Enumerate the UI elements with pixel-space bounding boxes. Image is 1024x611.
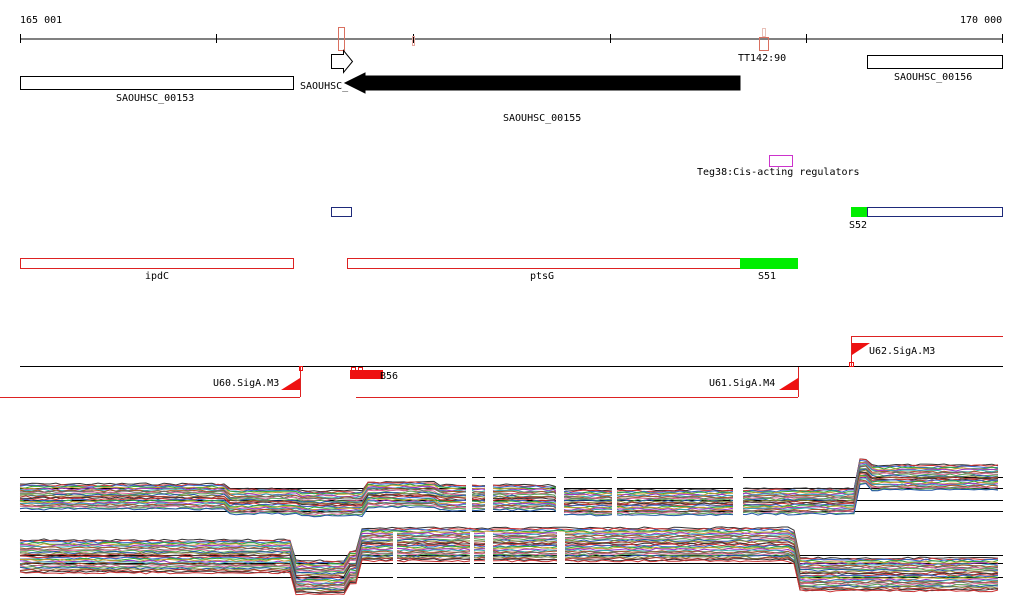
coordinate-ruler: 165 001 170 000 — [20, 15, 1003, 43]
expression-line — [19, 482, 999, 517]
expression-line — [19, 458, 999, 493]
expression-line — [19, 539, 999, 577]
data-gap — [466, 470, 472, 520]
s52-label: S52 — [849, 220, 867, 231]
data-gap — [556, 470, 564, 520]
data-gap — [485, 470, 493, 520]
promoter-u62[interactable]: U62.SigA.M3 — [849, 343, 936, 367]
expression-line — [19, 559, 999, 596]
expression-line — [19, 475, 999, 511]
data-gap — [470, 532, 474, 588]
expression-line — [20, 532, 999, 569]
expression-line — [19, 530, 999, 568]
expression-line — [19, 534, 999, 571]
expression-line — [19, 482, 999, 518]
expression-line — [19, 550, 999, 587]
gene-saouhsc-00156[interactable]: SAOUHSC_00156 — [867, 55, 1003, 84]
operon-ipdc-label: ipdC — [145, 271, 169, 282]
expression-line — [19, 535, 999, 572]
gene-label-00153: SAOUHSC_00153 — [116, 93, 194, 104]
promoter-u62-label: U62.SigA.M3 — [869, 346, 935, 357]
ruler-start-label: 165 001 — [20, 15, 62, 26]
promoter-u60-label: U60.SigA.M3 — [213, 378, 279, 389]
operon-ptsg[interactable]: ptsG — [347, 258, 741, 283]
binding-site-b56[interactable]: B56 — [350, 367, 398, 383]
lower-expression-lines — [19, 526, 999, 596]
gene-label-small: SAOUHSC_ — [300, 81, 349, 92]
data-gap — [612, 470, 617, 520]
cis-regulator-feature[interactable]: Teg38:Cis-acting regulators — [697, 155, 860, 179]
expression-line — [19, 459, 999, 495]
expression-line — [19, 536, 999, 573]
gene-label-00155: SAOUHSC_00155 — [503, 113, 581, 124]
data-gap — [557, 532, 565, 588]
terminator-label: TT142:90 — [738, 53, 786, 64]
expression-line — [19, 476, 999, 512]
gene-saouhsc-00153[interactable]: SAOUHSC_00153 — [20, 76, 294, 105]
data-gap — [393, 532, 397, 588]
terminator-markers[interactable]: TT142:90 — [338, 27, 787, 65]
expression-line — [19, 549, 999, 586]
s-feature-s52[interactable]: S52 — [849, 207, 1003, 231]
expression-line — [19, 526, 999, 563]
expression-line — [20, 537, 999, 574]
expression-track-lower — [19, 526, 1003, 596]
gene-saouhsc-small[interactable]: SAOUHSC_ — [300, 49, 354, 93]
data-gap — [485, 532, 493, 588]
s-feature-small[interactable] — [331, 207, 352, 217]
cis-regulator-label: Teg38:Cis-acting regulators — [697, 167, 860, 178]
promoter-u60[interactable]: U60.SigA.M3 — [213, 366, 303, 391]
expression-line — [19, 467, 999, 502]
expression-track-upper — [19, 458, 1003, 520]
s51-label: S51 — [758, 271, 776, 282]
s-feature-s51[interactable]: S51 — [740, 258, 798, 282]
operon-ptsg-label: ptsG — [530, 271, 554, 282]
data-gap — [733, 470, 743, 520]
operon-ipdc[interactable]: ipdC — [20, 258, 294, 283]
promoter-u61-label: U61.SigA.M4 — [709, 378, 775, 389]
ruler-end-label: 170 000 — [960, 15, 1002, 26]
expression-line — [19, 471, 999, 507]
expression-line — [19, 471, 999, 506]
expression-line — [19, 543, 999, 580]
operon-track: ipdC ptsG S51 — [20, 258, 798, 283]
gene-saouhsc-00155[interactable]: SAOUHSC_00155 — [343, 72, 741, 124]
lower-data-gaps — [393, 532, 565, 588]
b56-label: B56 — [380, 371, 398, 382]
expression-line — [19, 556, 999, 594]
gene-label-00156: SAOUHSC_00156 — [894, 72, 972, 83]
expression-line — [19, 554, 999, 591]
expression-line — [19, 463, 999, 499]
promoter-track: U60.SigA.M3 U61.SigA.M4 U62.SigA.M3 B56 — [0, 336, 1003, 398]
promoter-u61[interactable]: U61.SigA.M4 — [709, 378, 798, 390]
expression-line — [19, 480, 999, 515]
expression-line — [19, 558, 999, 594]
s-feature-track: S52 — [331, 207, 1003, 231]
expression-line — [19, 546, 999, 584]
gene-track: SAOUHSC_00153 SAOUHSC_ SAOUHSC_00155 SAO… — [20, 49, 1003, 124]
upper-expression-lines — [19, 458, 999, 518]
upper-data-gaps — [466, 470, 743, 520]
